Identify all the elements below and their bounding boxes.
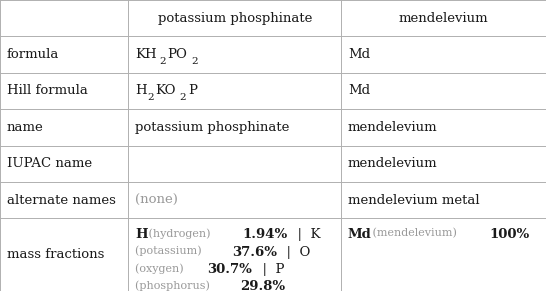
Text: Md: Md — [348, 228, 371, 242]
Text: formula: formula — [7, 48, 59, 61]
Text: 1.94%: 1.94% — [242, 228, 287, 242]
Text: IUPAC name: IUPAC name — [7, 157, 92, 170]
Text: mendelevium: mendelevium — [399, 12, 489, 25]
Text: KO: KO — [156, 84, 176, 97]
Text: Md: Md — [348, 84, 370, 97]
Text: H: H — [135, 84, 146, 97]
Text: Md: Md — [348, 48, 370, 61]
Text: (mendelevium): (mendelevium) — [369, 228, 460, 239]
Text: potassium phosphinate: potassium phosphinate — [158, 12, 312, 25]
Text: 2: 2 — [159, 57, 165, 65]
Text: (hydrogen): (hydrogen) — [145, 228, 214, 239]
Text: |  O: | O — [278, 246, 311, 259]
Text: 100%: 100% — [490, 228, 530, 242]
Text: (oxygen): (oxygen) — [135, 263, 187, 274]
Text: (none): (none) — [135, 194, 178, 207]
Text: KH: KH — [135, 48, 157, 61]
Text: 29.8%: 29.8% — [240, 281, 285, 291]
Text: H: H — [135, 228, 147, 242]
Text: mendelevium: mendelevium — [348, 157, 437, 170]
Text: (phosphorus): (phosphorus) — [135, 281, 213, 291]
Text: alternate names: alternate names — [7, 194, 115, 207]
Text: |  P: | P — [254, 263, 284, 276]
Text: mendelevium: mendelevium — [348, 121, 437, 134]
Text: 2: 2 — [180, 93, 186, 102]
Text: P: P — [188, 84, 197, 97]
Text: 2: 2 — [147, 93, 153, 102]
Text: name: name — [7, 121, 43, 134]
Text: potassium phosphinate: potassium phosphinate — [135, 121, 289, 134]
Text: Hill formula: Hill formula — [7, 84, 87, 97]
Text: PO: PO — [168, 48, 187, 61]
Text: 30.7%: 30.7% — [207, 263, 252, 276]
Text: 37.6%: 37.6% — [232, 246, 277, 259]
Text: (potassium): (potassium) — [135, 246, 205, 256]
Text: |  K: | K — [289, 228, 320, 242]
Text: 2: 2 — [192, 57, 198, 65]
Text: mass fractions: mass fractions — [7, 248, 104, 261]
Text: mendelevium metal: mendelevium metal — [348, 194, 479, 207]
